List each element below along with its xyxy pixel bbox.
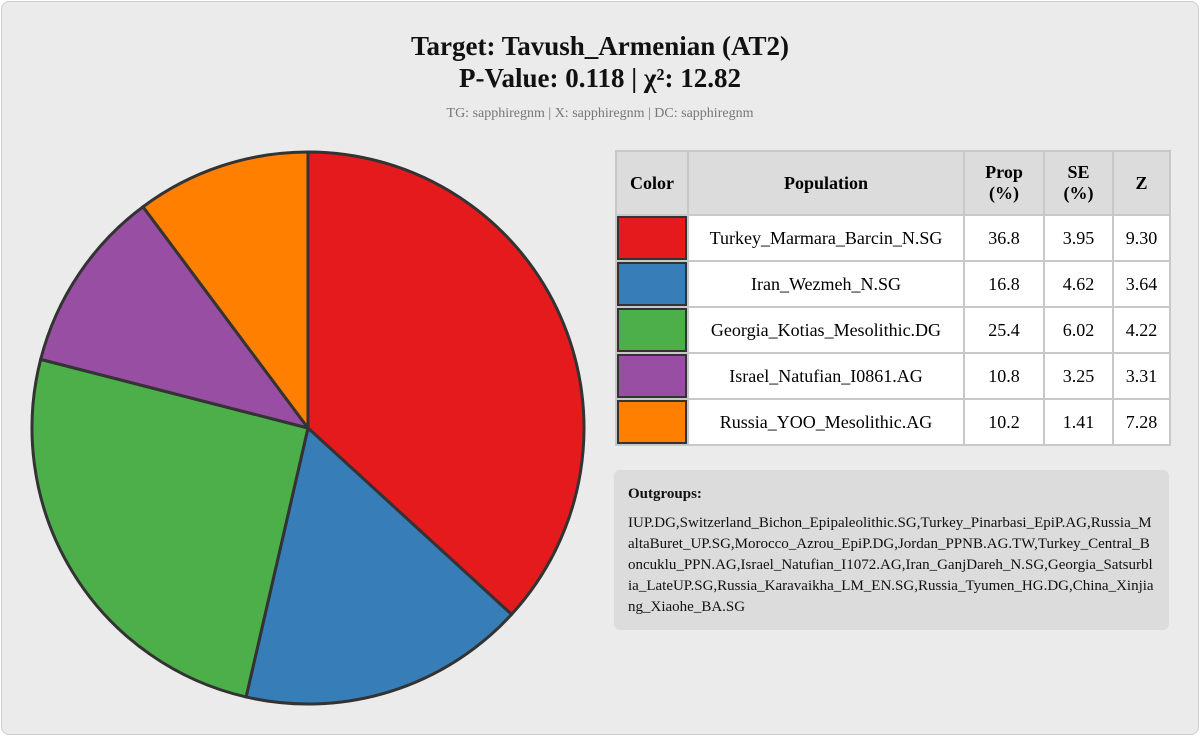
- population-cell: Iran_Wezmeh_N.SG: [687, 260, 965, 308]
- population-cell: Turkey_Marmara_Barcin_N.SG: [687, 214, 965, 262]
- outgroups-box: Outgroups: IUP.DG,Switzerland_Bichon_Epi…: [614, 470, 1169, 630]
- z-cell: 4.22: [1112, 306, 1171, 354]
- se-cell: 3.25: [1043, 352, 1114, 400]
- se-cell: 3.95: [1043, 214, 1114, 262]
- population-cell: Russia_YOO_Mesolithic.AG: [687, 398, 965, 446]
- table-row: Turkey_Marmara_Barcin_N.SG 36.8 3.95 9.30: [615, 214, 1171, 262]
- color-cell: [615, 260, 689, 308]
- color-cell: [615, 352, 689, 400]
- z-cell: 9.30: [1112, 214, 1171, 262]
- table-row: Iran_Wezmeh_N.SG 16.8 4.62 3.64: [615, 260, 1171, 308]
- pie-chart: [30, 150, 586, 706]
- z-cell: 3.64: [1112, 260, 1171, 308]
- header-row: Color Population Prop (%) SE (%) Z: [615, 150, 1171, 216]
- population-cell: Georgia_Kotias_Mesolithic.DG: [687, 306, 965, 354]
- prop-cell: 10.2: [963, 398, 1045, 446]
- outgroups-label: Outgroups:: [628, 486, 702, 502]
- pie-slice: [140, 150, 310, 433]
- results-table: Color Population Prop (%) SE (%) Z Turkey_Ma…: [615, 150, 1171, 446]
- color-cell: [615, 306, 689, 354]
- color-swatch: [617, 308, 687, 352]
- color-cell: [615, 398, 689, 446]
- column-header: Population: [687, 150, 965, 216]
- column-header: Z: [1112, 150, 1171, 216]
- title: Target: Tavush_Armenian (AT2): [410, 31, 790, 61]
- z-cell: 7.28: [1112, 398, 1171, 446]
- prop-cell: 25.4: [963, 306, 1045, 354]
- titles: Target: Tavush_Armenian (AT2) P-Value: 0…: [0, 30, 1200, 122]
- stats-title: P-Value: 0.118 | χ²: 12.82: [458, 63, 741, 93]
- prop-cell: 10.8: [963, 352, 1045, 400]
- pie-slice: [38, 204, 312, 431]
- se-cell: 1.41: [1043, 398, 1114, 446]
- column-header: SE (%): [1043, 150, 1114, 216]
- outgroups-text: IUP.DG,Switzerland_Bichon_Epipaleolithic…: [628, 515, 1154, 615]
- color-cell: [615, 214, 689, 262]
- prop-cell: 16.8: [963, 260, 1045, 308]
- table-row: Georgia_Kotias_Mesolithic.DG 25.4 6.02 4.22: [615, 306, 1171, 354]
- color-swatch: [617, 354, 687, 398]
- pie-slice: [244, 425, 514, 706]
- table-row: Israel_Natufian_I0861.AG 10.8 3.25 3.31: [615, 352, 1171, 400]
- color-swatch: [617, 262, 687, 306]
- population-cell: Israel_Natufian_I0861.AG: [687, 352, 965, 400]
- caption: TG: sapphiregnm | X: sapphiregnm | DC: s…: [446, 106, 754, 121]
- se-cell: 6.02: [1043, 306, 1114, 354]
- pie-slice: [30, 357, 310, 699]
- prop-cell: 36.8: [963, 214, 1045, 262]
- column-header: Color: [615, 150, 689, 216]
- z-cell: 3.31: [1112, 352, 1171, 400]
- table-row: Russia_YOO_Mesolithic.AG 10.2 1.41 7.28: [615, 398, 1171, 446]
- column-header: Prop (%): [963, 150, 1045, 216]
- se-cell: 4.62: [1043, 260, 1114, 308]
- pie-slice: [306, 150, 586, 617]
- color-swatch: [617, 400, 687, 444]
- color-swatch: [617, 216, 687, 260]
